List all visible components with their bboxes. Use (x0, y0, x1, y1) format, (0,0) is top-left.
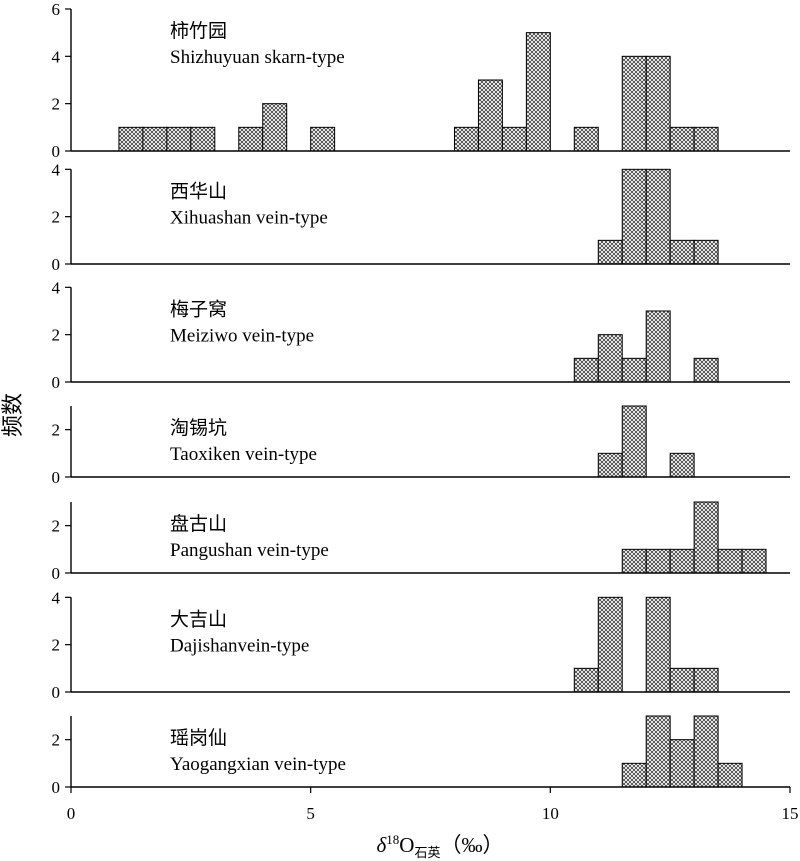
panel-4: 0 2 淘锡坑 Taoxiken vein-type (52, 405, 790, 487)
histogram-bar (645, 310, 671, 383)
y-tick-label: 2 (52, 731, 61, 750)
histogram-bar (501, 126, 527, 152)
x-axis: 0 5 10 15 (67, 787, 799, 823)
histogram-bar (262, 103, 288, 152)
histogram-bar (645, 715, 671, 788)
x-axis-label-part: O (399, 833, 414, 857)
histogram-bar (741, 548, 767, 574)
x-tick-label: 10 (542, 804, 559, 823)
histogram-bar (669, 126, 695, 152)
histogram-bar (693, 715, 719, 788)
y-tick-label: 2 (52, 421, 61, 440)
histogram-bar (621, 548, 647, 574)
y-tick-label: 4 (52, 47, 61, 66)
x-tick-label: 5 (306, 804, 315, 823)
y-tick-label: 6 (52, 0, 61, 19)
histogram-bar (166, 126, 192, 152)
y-tick-label: 0 (52, 373, 61, 392)
y-tick-label: 0 (52, 778, 61, 797)
histogram-bar (669, 739, 695, 788)
panel-title-cn: 盘古山 (170, 513, 227, 535)
y-tick-label: 0 (52, 468, 61, 487)
histogram-bar (453, 126, 479, 152)
histogram-bar (669, 239, 695, 265)
histogram-bar (621, 762, 647, 788)
y-tick-label: 0 (52, 683, 61, 702)
histogram-bar (621, 55, 647, 152)
panel-title-cn: 淘锡坑 (170, 417, 227, 439)
y-tick-label: 2 (52, 326, 61, 345)
x-axis-label: δ18O石英（‰） (377, 832, 504, 860)
y-tick-label: 2 (52, 636, 61, 655)
panel-3: 0 2 4 梅子窝 Meiziwo vein-type (52, 278, 790, 392)
panel-6: 0 2 4 大吉山 Dajishanvein-type (52, 588, 790, 702)
panel-title-cn: 西华山 (170, 180, 227, 202)
histogram-bar (717, 548, 743, 574)
histogram-bar (597, 334, 623, 383)
x-axis-label-part: 18 (386, 832, 399, 847)
histogram-bar (525, 32, 551, 152)
y-tick-label: 4 (52, 588, 61, 607)
histogram-bar (597, 596, 623, 693)
histogram-bar (645, 168, 671, 265)
histogram-bar (597, 452, 623, 478)
histogram-bar (142, 126, 168, 152)
y-axis-label: 频数 (0, 393, 25, 437)
panel-2: 0 2 4 西华山 Xihuashan vein-type (52, 160, 790, 274)
y-tick-label: 2 (52, 95, 61, 114)
panel-title-en: Xihuashan vein-type (170, 207, 328, 228)
histogram-bar (669, 452, 695, 478)
panel-title-cn: 梅子窝 (170, 298, 227, 320)
y-tick-label: 2 (52, 517, 61, 536)
panel-5: 0 2 盘古山 Pangushan vein-type (52, 501, 790, 583)
histogram-bar (645, 596, 671, 693)
histogram-bar (669, 667, 695, 693)
histogram-bar (118, 126, 144, 152)
x-axis-label-part: （‰） (440, 833, 503, 857)
y-tick-label: 2 (52, 208, 61, 227)
panel-title-en: Meiziwo vein-type (170, 325, 314, 346)
y-tick-label: 0 (52, 142, 61, 161)
histogram-bar (477, 79, 503, 152)
x-tick-label: 15 (782, 804, 799, 823)
panel-title-en: Taoxiken vein-type (170, 444, 317, 465)
x-tick-label: 0 (67, 804, 76, 823)
panel-title-cn: 瑶岗仙 (170, 727, 227, 749)
panel-title-cn: 柿竹园 (170, 20, 227, 42)
histogram-bar (573, 667, 599, 693)
histogram-bar (190, 126, 216, 152)
histogram-bar (597, 239, 623, 265)
y-tick-label: 4 (52, 278, 61, 297)
histogram-bar (573, 126, 599, 152)
histogram-bar (310, 126, 336, 152)
histogram-bar (669, 548, 695, 574)
histogram-bar (621, 168, 647, 265)
histogram-bar (238, 126, 264, 152)
histogram-bar (573, 357, 599, 383)
histogram-bar (717, 762, 743, 788)
histogram-bar (693, 126, 719, 152)
panel-7: 0 2 瑶岗仙 Yaogangxian vein-type (52, 715, 790, 797)
panel-title-en: Dajishanvein-type (170, 635, 309, 656)
panel-title-en: Pangushan vein-type (170, 540, 329, 561)
panels-group: 0 2 4 6 柿竹园 Shizhuyuan skarn-type 0 2 4 西华山 Xihuas… (52, 0, 790, 797)
histogram-bar (645, 548, 671, 574)
panel-title-en: Shizhuyuan skarn-type (170, 47, 345, 68)
histogram-bar (693, 667, 719, 693)
histogram-bar (693, 357, 719, 383)
x-axis-label-part: δ (377, 833, 388, 857)
panel-1: 0 2 4 6 柿竹园 Shizhuyuan skarn-type (52, 0, 790, 161)
histogram-bar (693, 501, 719, 574)
y-tick-label: 0 (52, 564, 61, 583)
histogram-bar (645, 55, 671, 152)
panel-title-en: Yaogangxian vein-type (170, 754, 346, 775)
panel-title-cn: 大吉山 (170, 608, 227, 630)
histogram-bar (693, 239, 719, 265)
x-axis-label-part: 石英 (414, 845, 440, 860)
y-tick-label: 4 (52, 160, 61, 179)
histogram-bar (621, 357, 647, 383)
histogram-bar (621, 405, 647, 478)
y-tick-label: 0 (52, 255, 61, 274)
